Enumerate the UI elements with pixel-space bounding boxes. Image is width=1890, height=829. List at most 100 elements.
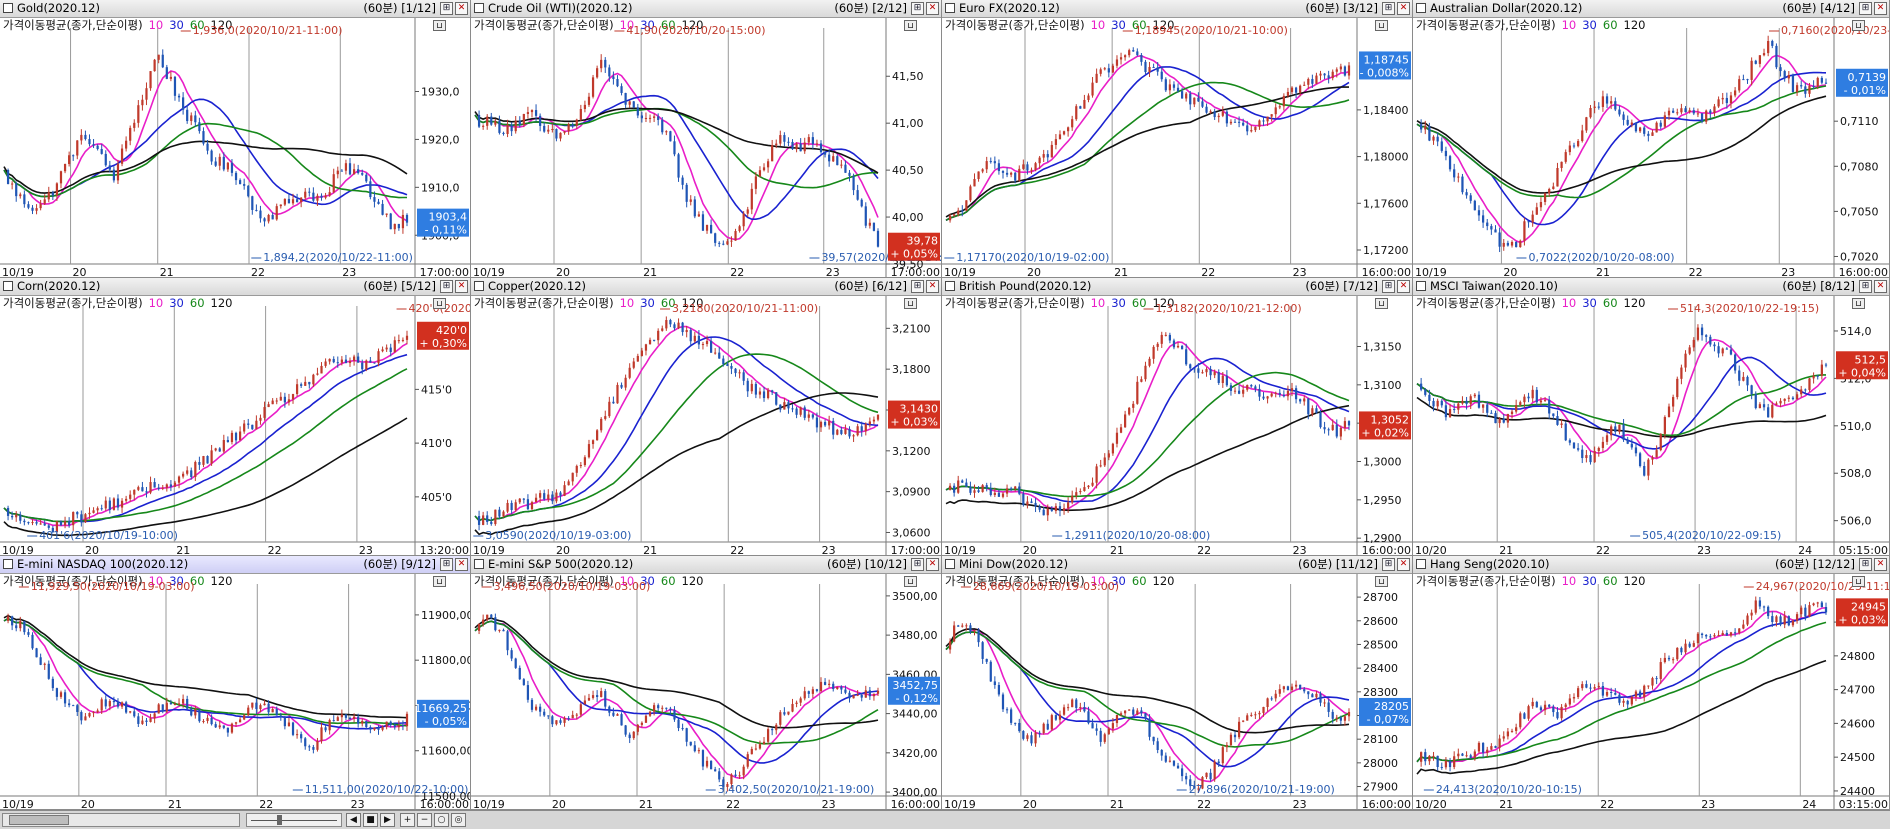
panel-close-icon[interactable]: ✕ — [926, 280, 939, 293]
chart-panel[interactable]: Australian Dollar(2020.12) (60분) [4/12] ⊞ ✕… — [1413, 0, 1890, 278]
zoom-fit-icon[interactable]: ◎ — [451, 813, 466, 827]
panel-close-icon[interactable]: ✕ — [455, 558, 468, 571]
panel-titlebar[interactable]: Gold(2020.12) (60분) [1/12] ⊞ ✕ — [0, 0, 470, 18]
panel-titlebar[interactable]: E-mini S&P 500(2020.12) (60분) [10/12] ⊞ ✕ — [471, 556, 941, 574]
axis-scale-icon[interactable]: ⊔ — [904, 298, 917, 309]
panel-titlebar[interactable]: E-mini NASDAQ 100(2020.12) (60분) [9/12] ⊞ ✕ — [0, 556, 470, 574]
price-chart[interactable]: 1,29001,29501,30001,30501,31001,315010/1… — [942, 296, 1413, 556]
chart-panel[interactable]: British Pound(2020.12) (60분) [7/12] ⊞ ✕ 1,29… — [942, 278, 1413, 556]
panel-titlebar[interactable]: Corn(2020.12) (60분) [5/12] ⊞ ✕ — [0, 278, 470, 296]
panel-titlebar[interactable]: Hang Seng(2020.10) (60분) [12/12] ⊞ ✕ — [1413, 556, 1889, 574]
axis-scale-icon[interactable]: ⊔ — [1852, 298, 1865, 309]
panel-checkbox[interactable] — [945, 559, 955, 569]
panel-close-icon[interactable]: ✕ — [1397, 558, 1410, 571]
panel-checkbox[interactable] — [1416, 3, 1426, 13]
ma-legend[interactable]: 가격이동평균(종가,단순이평) 10 30 60 120 — [3, 296, 232, 310]
chart-panel[interactable]: Corn(2020.12) (60분) [5/12] ⊞ ✕ 405'0 410'0 415… — [0, 278, 471, 556]
panel-checkbox[interactable] — [474, 3, 484, 13]
axis-scale-icon[interactable]: ⊔ — [433, 576, 446, 587]
price-chart[interactable]: 11500,0011600,0011700,0011800,0011900,00… — [0, 574, 471, 810]
panel-close-icon[interactable]: ✕ — [926, 558, 939, 571]
price-chart[interactable]: 506,0508,0510,0512,0514,010/202122232405… — [1413, 296, 1890, 556]
axis-scale-icon[interactable]: ⊔ — [1375, 20, 1388, 31]
chart-panel[interactable]: MSCI Taiwan(2020.10) (60분) [8/12] ⊞ ✕ 506,0 5… — [1413, 278, 1890, 556]
ma-legend[interactable]: 가격이동평균(종가,단순이평) 10 30 60 120 — [474, 574, 703, 588]
ma-legend[interactable]: 가격이동평균(종가,단순이평) 10 30 60 120 — [1416, 18, 1645, 32]
panel-close-icon[interactable]: ✕ — [926, 2, 939, 15]
axis-scale-icon[interactable]: ⊔ — [1852, 20, 1865, 31]
panel-checkbox[interactable] — [474, 559, 484, 569]
chart-panel[interactable]: E-mini S&P 500(2020.12) (60분) [10/12] ⊞ ✕ 34… — [471, 556, 942, 810]
panel-titlebar[interactable]: British Pound(2020.12) (60분) [7/12] ⊞ ✕ — [942, 278, 1412, 296]
horizontal-scrollbar[interactable] — [2, 813, 240, 827]
panel-settings-icon[interactable]: ⊞ — [1382, 2, 1395, 15]
axis-scale-icon[interactable]: ⊔ — [1852, 576, 1865, 587]
panel-checkbox[interactable] — [3, 559, 13, 569]
panel-close-icon[interactable]: ✕ — [1397, 280, 1410, 293]
panel-settings-icon[interactable]: ⊞ — [1859, 280, 1872, 293]
panel-checkbox[interactable] — [1416, 559, 1426, 569]
scroll-right-icon[interactable]: ▶ — [380, 813, 395, 827]
panel-checkbox[interactable] — [3, 281, 13, 291]
chart-panel[interactable]: Euro FX(2020.12) (60분) [3/12] ⊞ ✕ 1,17200 1,1… — [942, 0, 1413, 278]
price-chart[interactable]: 24400245002460024700248002490010/2021222… — [1413, 574, 1890, 810]
panel-checkbox[interactable] — [474, 281, 484, 291]
panel-checkbox[interactable] — [3, 3, 13, 13]
price-chart[interactable]: 2790028000281002820028300284002850028600… — [942, 574, 1413, 810]
zoom-slider[interactable] — [246, 813, 342, 827]
ma-legend[interactable]: 가격이동평균(종가,단순이평) 10 30 60 120 — [945, 296, 1174, 310]
panel-titlebar[interactable]: Australian Dollar(2020.12) (60분) [4/12] ⊞ ✕ — [1413, 0, 1889, 18]
ma-legend[interactable]: 가격이동평균(종가,단순이평) 10 30 60 120 — [1416, 574, 1645, 588]
ma-legend[interactable]: 가격이동평균(종가,단순이평) 10 30 60 120 — [3, 574, 232, 588]
panel-checkbox[interactable] — [1416, 281, 1426, 291]
ma-legend[interactable]: 가격이동평균(종가,단순이평) 10 30 60 120 — [3, 18, 232, 32]
panel-settings-icon[interactable]: ⊞ — [1859, 558, 1872, 571]
panel-titlebar[interactable]: Copper(2020.12) (60분) [6/12] ⊞ ✕ — [471, 278, 941, 296]
panel-settings-icon[interactable]: ⊞ — [1382, 558, 1395, 571]
panel-titlebar[interactable]: Mini Dow(2020.12) (60분) [11/12] ⊞ ✕ — [942, 556, 1412, 574]
slider-knob[interactable] — [277, 815, 282, 825]
panel-checkbox[interactable] — [945, 3, 955, 13]
panel-settings-icon[interactable]: ⊞ — [440, 2, 453, 15]
panel-settings-icon[interactable]: ⊞ — [911, 2, 924, 15]
chart-panel[interactable]: Copper(2020.12) (60분) [6/12] ⊞ ✕ 3,0600 3,090… — [471, 278, 942, 556]
axis-scale-icon[interactable]: ⊔ — [433, 298, 446, 309]
panel-close-icon[interactable]: ✕ — [1397, 2, 1410, 15]
panel-close-icon[interactable]: ✕ — [1874, 280, 1887, 293]
stop-icon[interactable]: ■ — [363, 813, 378, 827]
chart-panel[interactable]: Mini Dow(2020.12) (60분) [11/12] ⊞ ✕ 27900 280… — [942, 556, 1413, 810]
zoom-in-icon[interactable]: + — [400, 813, 415, 827]
panel-settings-icon[interactable]: ⊞ — [1859, 2, 1872, 15]
axis-scale-icon[interactable]: ⊔ — [1375, 298, 1388, 309]
chart-panel[interactable]: E-mini NASDAQ 100(2020.12) (60분) [9/12] ⊞ ✕… — [0, 556, 471, 810]
axis-scale-icon[interactable]: ⊔ — [904, 576, 917, 587]
ma-legend[interactable]: 가격이동평균(종가,단순이평) 10 30 60 120 — [945, 574, 1174, 588]
panel-checkbox[interactable] — [945, 281, 955, 291]
panel-close-icon[interactable]: ✕ — [455, 280, 468, 293]
price-chart[interactable]: 3400,003420,003440,003460,003480,003500,… — [471, 574, 942, 810]
panel-settings-icon[interactable]: ⊞ — [1382, 280, 1395, 293]
chart-panel[interactable]: Crude Oil (WTI)(2020.12) (60분) [2/12] ⊞ ✕ 39… — [471, 0, 942, 278]
axis-scale-icon[interactable]: ⊔ — [433, 20, 446, 31]
panel-settings-icon[interactable]: ⊞ — [440, 558, 453, 571]
axis-scale-icon[interactable]: ⊔ — [904, 20, 917, 31]
ma-legend[interactable]: 가격이동평균(종가,단순이평) 10 30 60 120 — [1416, 296, 1645, 310]
panel-close-icon[interactable]: ✕ — [455, 2, 468, 15]
panel-settings-icon[interactable]: ⊞ — [440, 280, 453, 293]
panel-titlebar[interactable]: MSCI Taiwan(2020.10) (60분) [8/12] ⊞ ✕ — [1413, 278, 1889, 296]
panel-titlebar[interactable]: Euro FX(2020.12) (60분) [3/12] ⊞ ✕ — [942, 0, 1412, 18]
panel-titlebar[interactable]: Crude Oil (WTI)(2020.12) (60분) [2/12] ⊞ ✕ — [471, 0, 941, 18]
panel-settings-icon[interactable]: ⊞ — [911, 280, 924, 293]
axis-scale-icon[interactable]: ⊔ — [1375, 576, 1388, 587]
price-chart[interactable]: 3,06003,09003,12003,15003,18003,210010/1… — [471, 296, 942, 556]
ma-legend[interactable]: 가격이동평균(종가,단순이평) 10 30 60 120 — [474, 296, 703, 310]
scrollbar-thumb[interactable] — [9, 815, 69, 825]
chart-panel[interactable]: Gold(2020.12)(60분) [1/12]⊞✕1900,01910,01… — [0, 0, 471, 278]
panel-settings-icon[interactable]: ⊞ — [911, 558, 924, 571]
panel-close-icon[interactable]: ✕ — [1874, 2, 1887, 15]
zoom-out-icon[interactable]: − — [417, 813, 432, 827]
